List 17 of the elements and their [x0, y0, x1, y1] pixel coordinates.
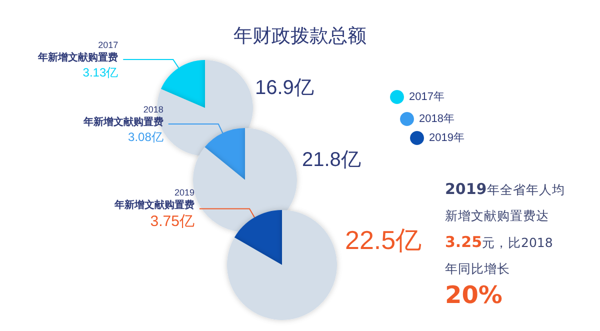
- legend-label: 2018年: [419, 113, 454, 125]
- text: 16.9亿: [255, 77, 314, 99]
- text: 21.8亿: [302, 149, 361, 171]
- text: 2018: [143, 104, 164, 115]
- text: 年新增文献购置费: [37, 52, 118, 64]
- data-label: 3.13亿: [82, 66, 118, 80]
- text: 年新增文献购置费: [82, 116, 164, 128]
- legend-label: 2019年: [429, 132, 464, 144]
- text: 2019: [174, 188, 194, 198]
- text: 2017: [98, 40, 118, 50]
- legend-label: 2017年: [409, 91, 444, 103]
- chart-title: 年财政拨款总额: [234, 25, 366, 47]
- text: 2019年全省年人均新增文献购置费达3.25元，比2018年同比增长20%: [445, 180, 565, 309]
- text: 年新增文献购置费: [114, 199, 194, 212]
- text: 22.5亿: [345, 225, 422, 255]
- data-label: 3.75亿: [150, 213, 194, 230]
- data-label: 3.08亿: [128, 130, 164, 144]
